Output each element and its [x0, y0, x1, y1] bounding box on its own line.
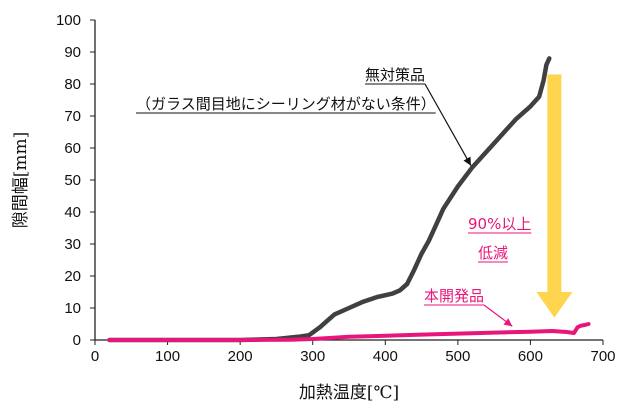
annotation-reduction: 低減	[478, 244, 508, 262]
x-tick-label: 300	[300, 348, 325, 365]
x-tick-label: 200	[228, 348, 253, 365]
leader-arrowhead-mutaisaku	[463, 156, 471, 166]
x-tick-label: 700	[590, 348, 615, 365]
x-axis-title: 加熱温度[℃]	[299, 383, 399, 403]
y-tick-label: 60	[64, 140, 81, 157]
y-tick-label: 90	[64, 44, 81, 61]
y-tick-label: 40	[64, 204, 81, 221]
arrow-shaft	[547, 74, 562, 293]
series-label-honkaihatsu: 本開発品	[424, 287, 484, 305]
y-tick-label: 100	[56, 12, 81, 29]
y-tick-label: 50	[64, 172, 81, 189]
reduction-arrow	[536, 74, 573, 318]
leader-line-mutaisaku	[424, 83, 472, 166]
x-tick-label: 100	[155, 348, 180, 365]
series-label-mutaisaku: 無対策品	[365, 66, 425, 84]
y-axis-title: 隙間幅[mm]	[11, 132, 31, 229]
y-tick-label: 0	[73, 332, 81, 349]
y-tick-label: 30	[64, 236, 81, 253]
series-line-mutaisaku	[107, 56, 552, 343]
x-tick-labels: 0 100 200 300 400 500 600 700	[91, 340, 616, 365]
x-tick-label: 600	[518, 348, 543, 365]
y-axis-title-group: 隙間幅[mm]	[11, 132, 31, 229]
axes	[94, 20, 603, 341]
x-tick-label: 500	[445, 348, 470, 365]
series-label-condition: （ガラス間目地にシーリング材がない条件）	[136, 95, 436, 113]
y-tick-label: 20	[64, 268, 81, 285]
y-tick-labels: 0 10 20 30 40 50 60 70 80 90 100	[56, 12, 95, 349]
arrow-head	[536, 292, 573, 318]
annotation-90-percent: 90%以上	[468, 215, 531, 233]
x-tick-label: 0	[91, 348, 99, 365]
series-line-honkaihatsu	[107, 322, 591, 342]
y-tick-label: 70	[64, 108, 81, 125]
x-tick-label: 400	[373, 348, 398, 365]
y-tick-label: 80	[64, 76, 81, 93]
leader-arrowhead-honkaihatsu	[503, 318, 513, 327]
y-tick-label: 10	[64, 300, 81, 317]
